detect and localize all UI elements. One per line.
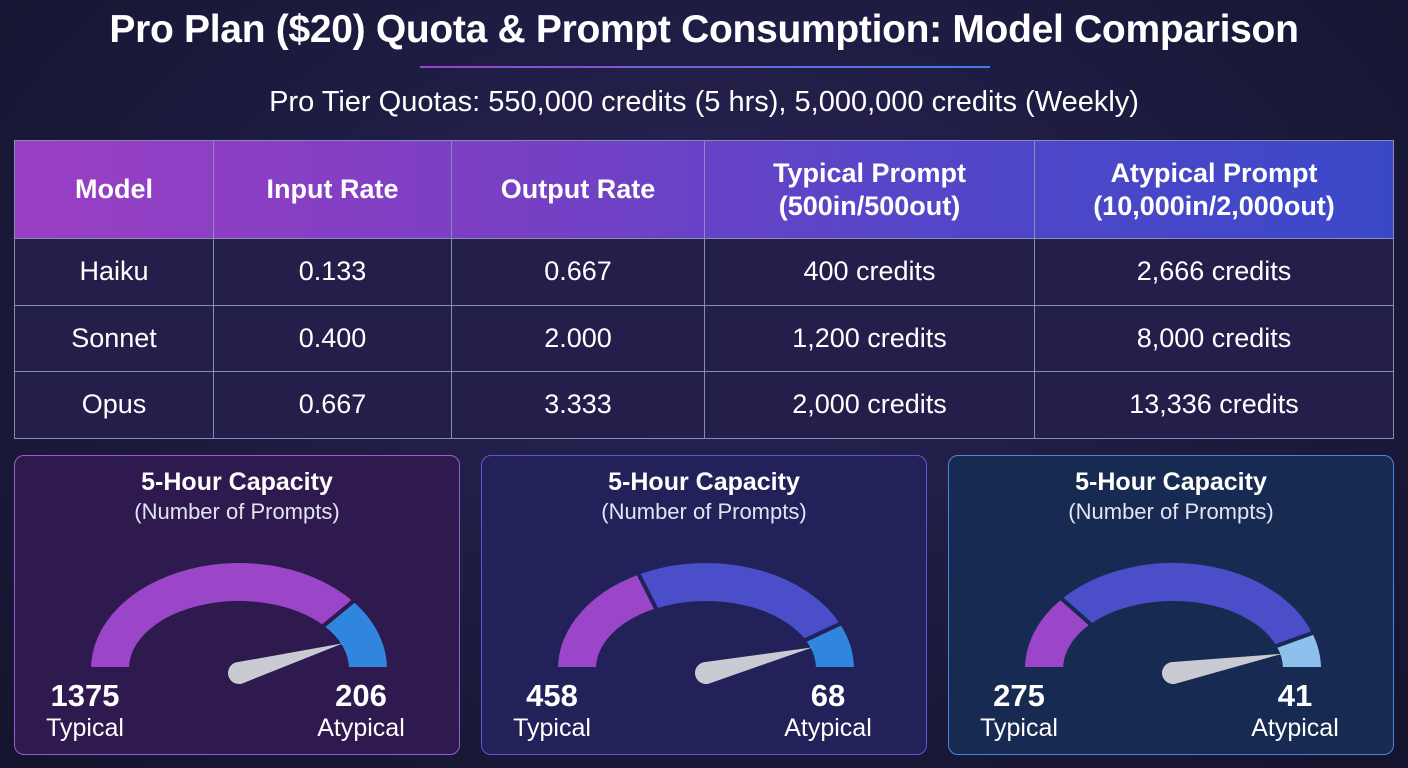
gauge-title: 5-Hour Capacity <box>1075 468 1267 496</box>
table-row: Opus 0.667 3.333 2,000 credits 13,336 credit… <box>14 371 1394 439</box>
gauge-chart <box>553 559 859 684</box>
cell-output-rate: 2.000 <box>451 304 705 372</box>
gauge-segment-0 <box>86 559 358 671</box>
gauge-title: 5-Hour Capacity <box>141 468 333 496</box>
table-header-row: Model Input Rate Output Rate Typical Pro… <box>14 140 1394 239</box>
cell-model: Sonnet <box>14 304 214 372</box>
cell-typical-prompt: 1,200 credits <box>704 304 1035 372</box>
gauge-needle <box>1162 653 1283 684</box>
col-header-output-rate: Output Rate <box>451 140 705 239</box>
gauge-segment-1 <box>1057 559 1317 650</box>
col-header-model: Model <box>14 140 214 239</box>
cell-atypical-prompt: 8,000 credits <box>1034 304 1394 372</box>
gauge-chart <box>1020 559 1326 684</box>
cell-typical-prompt: 400 credits <box>704 238 1035 306</box>
cell-model: Opus <box>14 371 214 439</box>
cell-input-rate: 0.667 <box>213 371 452 439</box>
col-header-typical: Typical Prompt (500in/500out) <box>704 140 1035 239</box>
capacity-gauge-panel: 5-Hour Capacity (Number of Prompts) 458 … <box>481 455 927 755</box>
typical-label: Typical <box>980 714 1058 742</box>
cell-output-rate: 3.333 <box>451 371 705 439</box>
atypical-label: Atypical <box>1251 714 1339 742</box>
atypical-label: Atypical <box>784 714 872 742</box>
atypical-value: 41 <box>1277 678 1313 713</box>
atypical-label: Atypical <box>317 714 405 742</box>
gauge-needle <box>695 647 813 684</box>
capacity-gauge-panel: 5-Hour Capacity (Number of Prompts) 1375… <box>14 455 460 755</box>
gauge-segment-0 <box>553 570 660 671</box>
col-header-input-rate: Input Rate <box>213 140 452 239</box>
gauge-subtitle: (Number of Prompts) <box>601 499 807 524</box>
gauge-segment-1 <box>318 597 392 671</box>
cell-atypical-prompt: 13,336 credits <box>1034 371 1394 439</box>
gauge-needle <box>228 643 344 684</box>
gauge-segment-2 <box>800 620 859 671</box>
cell-input-rate: 0.133 <box>213 238 452 306</box>
table-row: Sonnet 0.400 2.000 1,200 credits 8,000 credi… <box>14 304 1394 372</box>
cell-typical-prompt: 2,000 credits <box>704 371 1035 439</box>
typical-label: Typical <box>513 714 591 742</box>
quota-subtitle: Pro Tier Quotas: 550,000 credits (5 hrs)… <box>269 86 1139 118</box>
gauge-chart <box>86 559 392 684</box>
model-comparison-table: Model Input Rate Output Rate Typical Pro… <box>14 140 1394 439</box>
atypical-value: 68 <box>810 678 846 713</box>
cell-output-rate: 0.667 <box>451 238 705 306</box>
typical-value: 1375 <box>50 678 120 713</box>
cell-atypical-prompt: 2,666 credits <box>1034 238 1394 306</box>
capacity-gauge-panel: 5-Hour Capacity (Number of Prompts) 275 … <box>948 455 1394 755</box>
gauge-title: 5-Hour Capacity <box>608 468 800 496</box>
page-title: Pro Plan ($20) Quota & Prompt Consumptio… <box>109 8 1299 51</box>
gauge-segment-2 <box>1271 629 1326 671</box>
col-header-atypical: Atypical Prompt (10,000in/2,000out) <box>1034 140 1394 239</box>
atypical-value: 206 <box>335 678 387 713</box>
typical-value: 275 <box>993 678 1045 713</box>
typical-value: 458 <box>526 678 578 713</box>
title-divider <box>420 66 990 68</box>
cell-model: Haiku <box>14 238 214 306</box>
gauge-subtitle: (Number of Prompts) <box>134 499 340 524</box>
gauge-segment-1 <box>635 559 845 644</box>
typical-label: Typical <box>46 714 124 742</box>
gauge-subtitle: (Number of Prompts) <box>1068 499 1274 524</box>
cell-input-rate: 0.400 <box>213 304 452 372</box>
table-row: Haiku 0.133 0.667 400 credits 2,666 credits <box>14 238 1394 306</box>
